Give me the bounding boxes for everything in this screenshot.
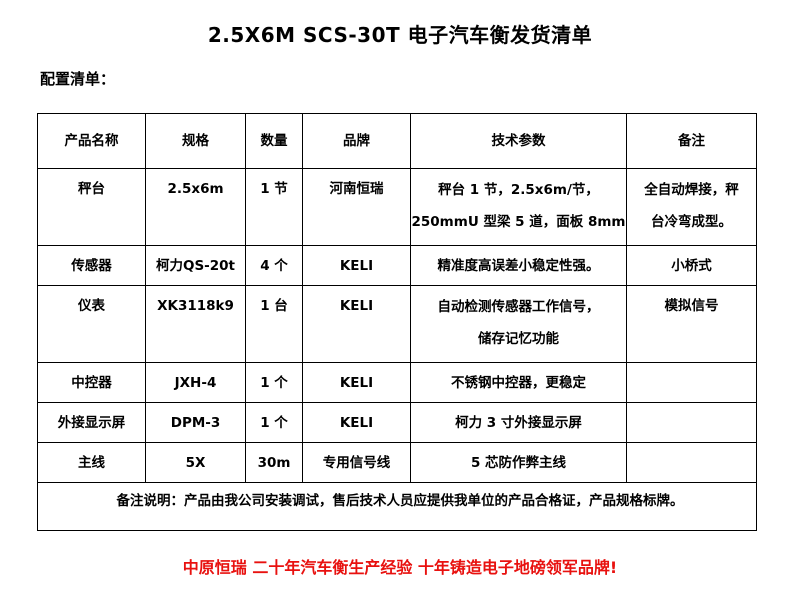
- table-row: 外接显示屏 DPM-3 1 个 KELI 柯力 3 寸外接显示屏: [37, 402, 757, 443]
- cell-spec: 2.5x6m: [145, 168, 246, 246]
- cell-quantity: 4 个: [245, 245, 303, 286]
- table-row: 仪表 XK3118k9 1 台 KELI 自动检测传感器工作信号， 储存记忆功能 …: [37, 285, 757, 363]
- cell-product-name: 主线: [37, 442, 146, 483]
- cell-spec: JXH-4: [145, 362, 246, 403]
- cell-product-name: 中控器: [37, 362, 146, 403]
- cell-tech-params: 5 芯防作弊主线: [410, 442, 627, 483]
- table-header-row: 产品名称 规格 数量 品牌 技术参数 备注: [37, 113, 757, 169]
- company-slogan: 中原恒瑞 二十年汽车衡生产经验 十年铸造电子地磅领军品牌!: [182, 558, 618, 577]
- cell-product-name: 传感器: [37, 245, 146, 286]
- cell-tech-params: 秤台 1 节，2.5x6m/节， 250mmU 型梁 5 道，面板 8mm: [410, 168, 627, 246]
- cell-tech-params: 自动检测传感器工作信号， 储存记忆功能: [410, 285, 627, 363]
- table-row: 主线 5X 30m 专用信号线 5 芯防作弊主线: [37, 442, 757, 483]
- table-row: 传感器 柯力QS-20t 4 个 KELI 精准度高误差小稳定性强。 小桥式: [37, 245, 757, 286]
- cell-remark: [626, 362, 757, 403]
- cell-brand: KELI: [302, 402, 411, 443]
- cell-spec: XK3118k9: [145, 285, 246, 363]
- cell-brand: KELI: [302, 285, 411, 363]
- cell-product-name: 秤台: [37, 168, 146, 246]
- column-header-remark: 备注: [626, 113, 757, 169]
- cell-remark: [626, 442, 757, 483]
- cell-tech-params: 精准度高误差小稳定性强。: [410, 245, 627, 286]
- cell-product-name: 外接显示屏: [37, 402, 146, 443]
- column-header-quantity: 数量: [245, 113, 303, 169]
- cell-spec: 5X: [145, 442, 246, 483]
- cell-tech-params: 柯力 3 寸外接显示屏: [410, 402, 627, 443]
- column-header-tech-params: 技术参数: [410, 113, 627, 169]
- cell-tech-params: 不锈钢中控器，更稳定: [410, 362, 627, 403]
- cell-spec: 柯力QS-20t: [145, 245, 246, 286]
- cell-remark: 全自动焊接，秤 台冷弯成型。: [626, 168, 757, 246]
- cell-spec: DPM-3: [145, 402, 246, 443]
- column-header-brand: 品牌: [302, 113, 411, 169]
- cell-quantity: 1 个: [245, 362, 303, 403]
- cell-brand: 专用信号线: [302, 442, 411, 483]
- cell-product-name: 仪表: [37, 285, 146, 363]
- table-footer-note-row: 备注说明：产品由我公司安装调试，售后技术人员应提供我单位的产品合格证，产品规格标…: [37, 482, 757, 531]
- table-row: 中控器 JXH-4 1 个 KELI 不锈钢中控器，更稳定: [37, 362, 757, 403]
- config-list-label: 配置清单：: [40, 70, 116, 88]
- packing-list-table: 产品名称 规格 数量 品牌 技术参数 备注 秤台 2.5x6m 1 节 河南恒瑞…: [37, 113, 757, 531]
- cell-remark: 模拟信号: [626, 285, 757, 363]
- document-title: 2.5X6M SCS-30T 电子汽车衡发货清单: [207, 23, 593, 47]
- cell-brand: KELI: [302, 362, 411, 403]
- column-header-product-name: 产品名称: [37, 113, 146, 169]
- cell-quantity: 30m: [245, 442, 303, 483]
- cell-quantity: 1 台: [245, 285, 303, 363]
- column-header-spec: 规格: [145, 113, 246, 169]
- cell-remark: [626, 402, 757, 443]
- cell-brand: KELI: [302, 245, 411, 286]
- cell-quantity: 1 个: [245, 402, 303, 443]
- table-row: 秤台 2.5x6m 1 节 河南恒瑞 秤台 1 节，2.5x6m/节， 250mm…: [37, 168, 757, 246]
- cell-remark: 小桥式: [626, 245, 757, 286]
- cell-quantity: 1 节: [245, 168, 303, 246]
- cell-footer-note: 备注说明：产品由我公司安装调试，售后技术人员应提供我单位的产品合格证，产品规格标…: [37, 482, 757, 531]
- cell-brand: 河南恒瑞: [302, 168, 411, 246]
